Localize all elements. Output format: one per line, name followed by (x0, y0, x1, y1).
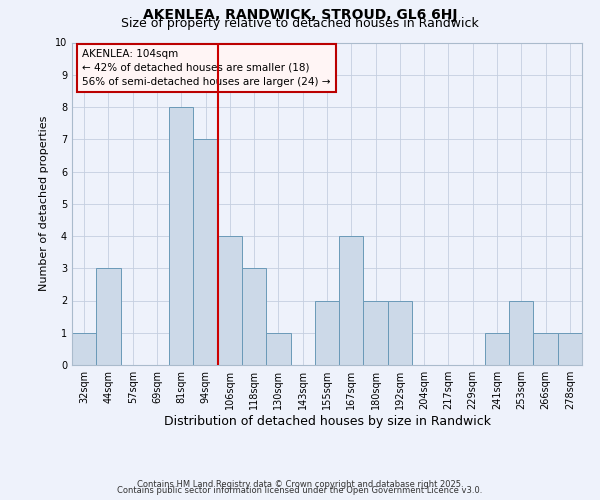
Bar (218, 236, 242, 365)
X-axis label: Distribution of detached houses by size in Randwick: Distribution of detached houses by size … (163, 415, 491, 428)
Bar (509, 300, 533, 365)
Bar (315, 300, 339, 365)
Text: Size of property relative to detached houses in Randwick: Size of property relative to detached ho… (121, 18, 479, 30)
Bar (169, 107, 193, 365)
Bar (558, 333, 582, 365)
Bar (364, 300, 388, 365)
Text: Contains HM Land Registry data © Crown copyright and database right 2025.: Contains HM Land Registry data © Crown c… (137, 480, 463, 489)
Bar (193, 139, 218, 365)
Bar (485, 333, 509, 365)
Text: AKENLEA, RANDWICK, STROUD, GL6 6HJ: AKENLEA, RANDWICK, STROUD, GL6 6HJ (143, 8, 457, 22)
Text: Contains public sector information licensed under the Open Government Licence v3: Contains public sector information licen… (118, 486, 482, 495)
Y-axis label: Number of detached properties: Number of detached properties (40, 116, 49, 292)
Bar (72, 333, 96, 365)
Bar (388, 300, 412, 365)
Bar (242, 268, 266, 365)
Bar (339, 236, 364, 365)
Text: AKENLEA: 104sqm
← 42% of detached houses are smaller (18)
56% of semi-detached h: AKENLEA: 104sqm ← 42% of detached houses… (82, 49, 331, 87)
Bar (266, 333, 290, 365)
Bar (96, 268, 121, 365)
Bar (533, 333, 558, 365)
